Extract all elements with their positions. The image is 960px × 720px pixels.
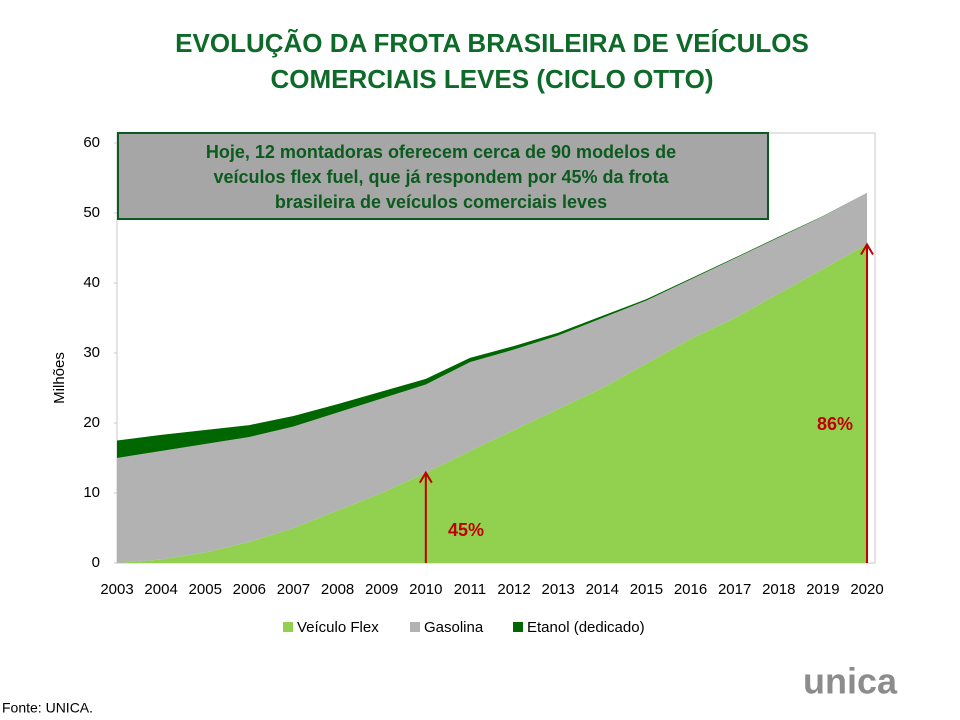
logo: unica [803,661,898,702]
callout-box [117,132,769,220]
x-tick-label: 2003 [100,581,133,598]
x-tick-label: 2015 [630,581,663,598]
x-tick-label: 2006 [233,581,266,598]
callout-text: Hoje, 12 montadoras oferecem cerca de 90… [206,142,676,162]
y-axis-label: Milhões [51,352,68,404]
arrow-head [418,470,433,484]
annotation: 86% [817,414,853,434]
legend-label: Veículo Flex [297,619,379,636]
plot [117,192,867,563]
legend-swatch [410,622,420,632]
legend-label: Gasolina [424,619,484,636]
x-tick-label: 2017 [718,581,751,598]
x-tick-label: 2016 [674,581,707,598]
chart-title: EVOLUÇÃO DA FROTA BRASILEIRA DE VEÍCULOS [175,28,809,58]
legend-swatch [283,622,293,632]
x-tick-label: 2010 [409,581,442,598]
x-tick-label: 2019 [806,581,839,598]
x-tick-label: 2009 [365,581,398,598]
area [117,192,867,563]
y-tick-label: 60 [83,134,100,151]
x-tick-label: 2014 [586,581,619,598]
legend-label: Etanol (dedicado) [527,619,645,636]
x-tick-label: 2020 [850,581,883,598]
annotation: 45% [448,520,484,540]
x-tick-label: 2007 [277,581,310,598]
source: Fonte: UNICA. [2,700,93,716]
callout-text: veículos flex fuel, que já respondem por… [213,167,669,187]
y-tick-label: 10 [83,484,100,501]
y-tick-label: 50 [83,204,100,221]
x-tick-label: 2011 [454,581,486,598]
y-tick-label: 0 [92,554,100,571]
x-tick-label: 2012 [497,581,530,598]
x-tick-label: 2013 [541,581,574,598]
x-tick-label: 2008 [321,581,354,598]
x-tick-label: 2005 [189,581,222,598]
area [117,244,867,563]
y-tick-label: 20 [83,414,100,431]
y-tick-label: 40 [83,274,100,291]
callout-text: brasileira de veículos comerciais leves [275,192,607,212]
x-tick-label: 2004 [144,581,177,598]
arrow-head [860,242,874,256]
legend-swatch [513,622,523,632]
y-tick-label: 30 [83,344,100,361]
chart-title: COMERCIAIS LEVES (CICLO OTTO) [271,64,714,94]
x-tick-label: 2018 [762,581,795,598]
